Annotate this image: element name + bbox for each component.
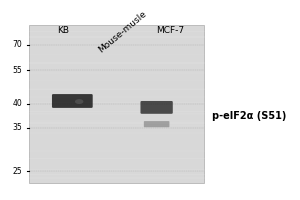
Text: p-eIF2α (S51): p-eIF2α (S51) [212, 111, 286, 121]
FancyBboxPatch shape [144, 121, 169, 127]
FancyBboxPatch shape [140, 101, 173, 114]
FancyBboxPatch shape [52, 94, 93, 108]
Ellipse shape [75, 99, 83, 104]
Text: 55: 55 [13, 66, 22, 75]
Text: 40: 40 [13, 99, 22, 108]
Text: 70: 70 [13, 40, 22, 49]
Text: MCF-7: MCF-7 [156, 26, 184, 35]
Text: Mouse-musle: Mouse-musle [96, 9, 148, 54]
Text: KB: KB [57, 26, 69, 35]
FancyBboxPatch shape [29, 25, 204, 183]
Text: 35: 35 [13, 123, 22, 132]
Text: 25: 25 [13, 166, 22, 176]
